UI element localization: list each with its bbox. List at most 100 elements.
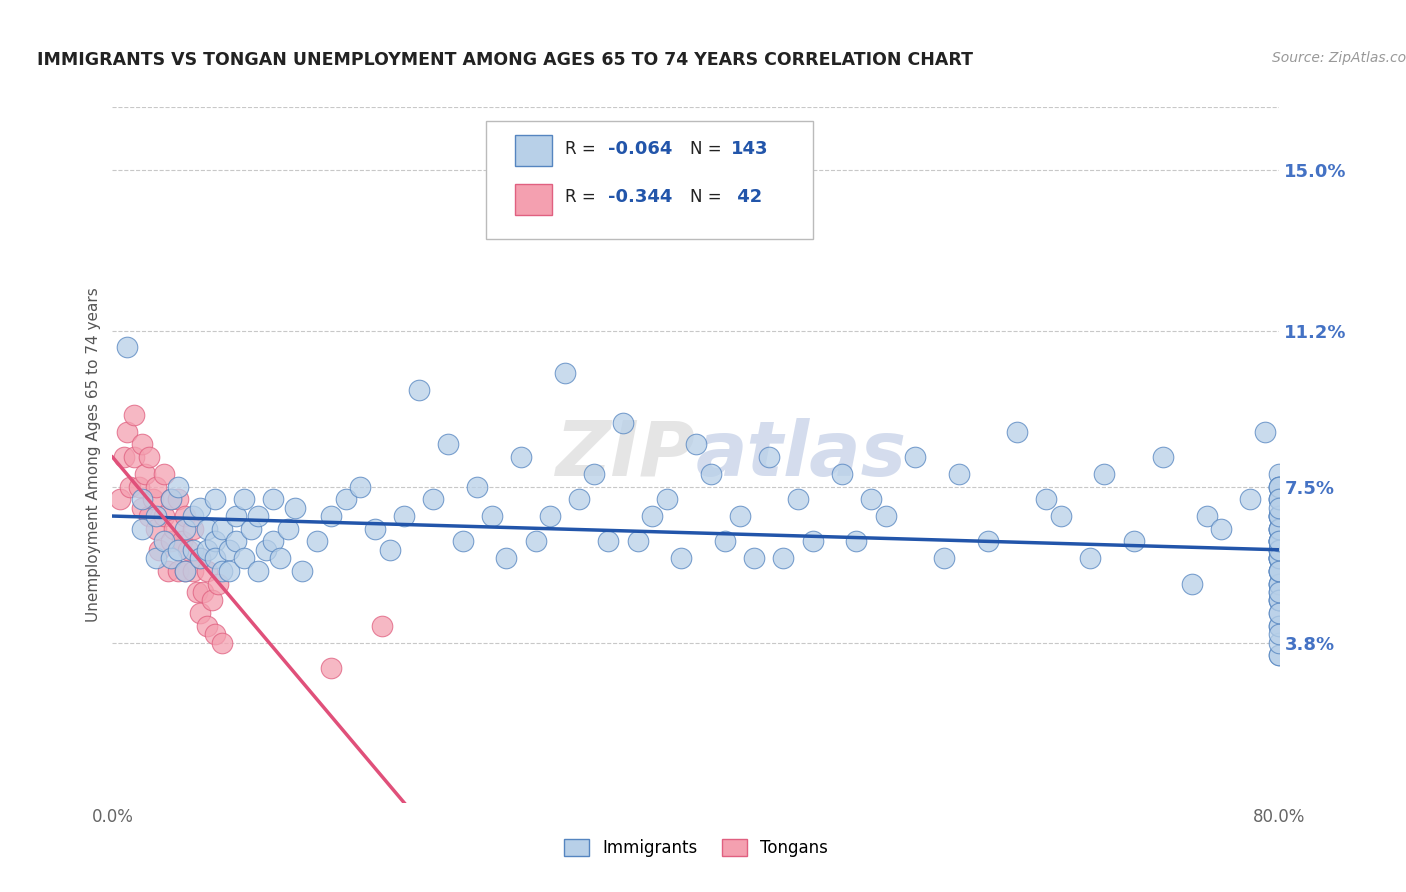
Point [1268,648,1291,663]
Point [772,551,794,566]
Point [131,492,153,507]
Point [152,509,174,524]
Point [1152,450,1174,464]
Point [1268,576,1291,591]
Point [254,542,277,557]
Point [321,509,343,524]
Point [204,534,226,549]
Point [181,564,204,578]
Point [1268,576,1291,591]
Point [495,551,517,566]
Point [1049,509,1071,524]
Point [188,500,211,515]
Point [305,534,328,549]
Point [163,522,186,536]
Point [131,500,153,515]
Point [831,467,853,481]
Point [156,564,179,578]
Text: -0.064: -0.064 [609,140,673,158]
Point [1268,576,1291,591]
Text: R =: R = [565,188,596,206]
Point [138,450,160,464]
Point [875,509,897,524]
Point [177,542,200,557]
Text: Source: ZipAtlas.com: Source: ZipAtlas.com [1272,52,1406,65]
Point [1268,606,1291,620]
Point [1268,542,1291,557]
Point [1268,593,1291,607]
Point [211,522,233,536]
Point [671,551,693,566]
Point [148,542,170,557]
Point [1078,551,1101,566]
Point [284,500,307,515]
Point [1268,551,1291,566]
Point [174,522,197,536]
Point [1268,509,1291,524]
Point [167,479,190,493]
Point [128,479,150,493]
Point [1268,585,1291,599]
Text: atlas: atlas [696,418,907,491]
Point [1268,509,1291,524]
Point [437,437,460,451]
Point [131,437,153,451]
Point [1094,467,1116,481]
Point [1005,425,1028,439]
Point [186,585,208,599]
Point [1181,576,1204,591]
Point [195,618,218,632]
Point [1268,551,1291,566]
Point [188,606,211,620]
Point [801,534,824,549]
Point [112,450,135,464]
Point [1268,564,1291,578]
Point [378,542,401,557]
Legend: Immigrants, Tongans: Immigrants, Tongans [557,832,835,864]
Text: N =: N = [690,140,721,158]
Text: IMMIGRANTS VS TONGAN UNEMPLOYMENT AMONG AGES 65 TO 74 YEARS CORRELATION CHART: IMMIGRANTS VS TONGAN UNEMPLOYMENT AMONG … [37,52,973,70]
Point [232,551,254,566]
Point [211,564,233,578]
Point [641,509,664,524]
Point [1268,522,1291,536]
Point [204,551,226,566]
Point [124,408,146,422]
Text: -0.344: -0.344 [609,188,673,206]
Point [145,522,167,536]
Point [167,564,190,578]
Text: R =: R = [565,140,596,158]
Point [262,492,284,507]
Point [582,467,605,481]
Point [145,509,167,524]
Point [845,534,868,549]
Point [1209,522,1232,536]
Point [262,534,284,549]
FancyBboxPatch shape [486,121,813,239]
Point [1268,534,1291,549]
Point [371,618,394,632]
Point [195,542,218,557]
Point [211,635,233,649]
Point [240,522,263,536]
Point [1268,534,1291,549]
Point [1268,542,1291,557]
Point [1268,522,1291,536]
Point [291,564,314,578]
Point [1268,492,1291,507]
Point [408,383,430,397]
Point [247,509,270,524]
Point [1035,492,1057,507]
Point [568,492,591,507]
Point [655,492,678,507]
Point [1268,648,1291,663]
Point [481,509,503,524]
Point [160,534,183,549]
Point [598,534,620,549]
Point [181,542,204,557]
Point [207,576,229,591]
Point [1268,500,1291,515]
Point [1268,542,1291,557]
Point [524,534,547,549]
Point [1268,492,1291,507]
